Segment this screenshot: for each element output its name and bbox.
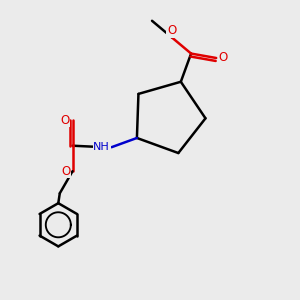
Text: O: O <box>218 52 227 64</box>
Text: O: O <box>167 24 176 37</box>
Text: O: O <box>61 165 70 178</box>
Text: NH: NH <box>93 142 110 152</box>
Text: O: O <box>60 114 70 127</box>
